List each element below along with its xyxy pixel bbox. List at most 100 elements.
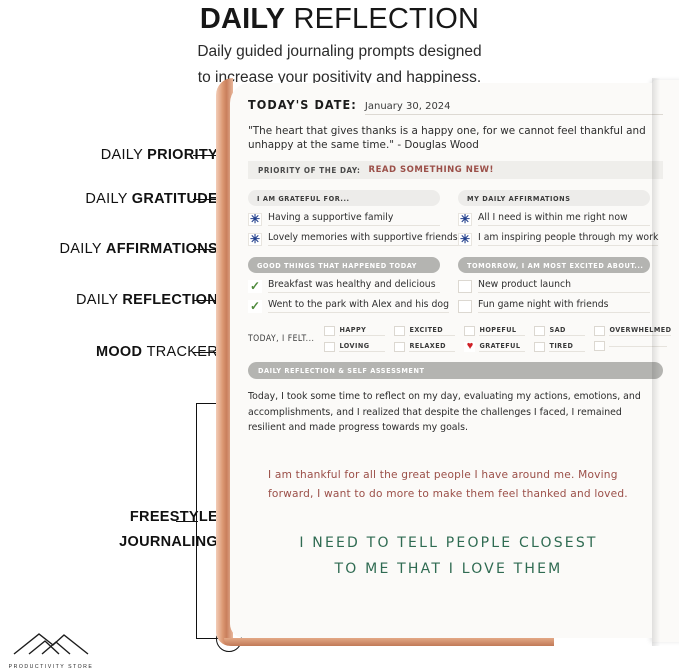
star-icon: ✳ <box>458 212 472 226</box>
good-things-item-0-text: Breakfast was healthy and delicious <box>268 279 440 293</box>
gratitude-item-1-text: Lovely memories with supportive friends <box>268 232 458 246</box>
good-things-item-1-text: Went to the park with Alex and his dog <box>268 299 449 313</box>
mood-label-blank <box>609 345 668 347</box>
book-bottom-edge <box>224 638 554 646</box>
mood-label-prompt: TODAY, I FELT... <box>248 333 315 344</box>
page-gutter-shadow <box>652 78 660 646</box>
callout-bracket-stub <box>176 521 198 522</box>
empty-checkbox-icon[interactable] <box>534 341 546 352</box>
empty-checkbox-icon[interactable] <box>458 299 472 313</box>
callout-leader-gratitude <box>193 199 219 200</box>
mood-column: HAPPY LOVING <box>324 325 386 352</box>
affirmations-header-label: MY DAILY AFFIRMATIONS <box>467 193 571 203</box>
reflection-text[interactable]: Today, I took some time to reflect on my… <box>248 391 641 433</box>
callout-1-light: DAILY <box>85 191 132 207</box>
tomorrow-header-pill: TOMORROW, I AM MOST EXCITED ABOUT... <box>458 257 650 273</box>
mood-column: SAD TIRED <box>534 325 586 352</box>
affirmations-item-0-text: All I need is within me right now <box>478 212 650 226</box>
list-item[interactable]: Fun game night with friends <box>458 299 650 313</box>
mood-option-overwhelmed[interactable]: OVERWHELMED <box>594 325 672 336</box>
mood-option-hopeful[interactable]: HOPEFUL <box>464 325 526 336</box>
callout-label-mood-tracker: MOOD TRACKER <box>96 344 218 360</box>
reflection-header-label: DAILY REFLECTION & SELF ASSESSMENT <box>258 366 425 375</box>
mood-option-blank[interactable] <box>594 341 671 351</box>
gratitude-item-0-text: Having a supportive family <box>268 212 440 226</box>
mood-option-grateful[interactable]: ♥ GRATEFUL <box>464 340 526 352</box>
gratitude-header-label: I AM GRATEFUL FOR... <box>257 193 350 203</box>
mood-option-loving[interactable]: LOVING <box>324 341 386 352</box>
star-icon: ✳ <box>458 232 472 246</box>
empty-checkbox-icon[interactable] <box>594 325 606 336</box>
callout-3-bold: REFLECTION <box>122 292 218 308</box>
callout-4-bold: MOOD <box>95 344 147 360</box>
poster-header: DAILY REFLECTION Daily guided journaling… <box>0 0 679 88</box>
callout-3-light: DAILY <box>75 292 123 308</box>
callout-2-bold: AFFIRMATIONS <box>105 241 218 257</box>
tomorrow-item-0-text: New product launch <box>478 279 650 293</box>
tomorrow-header-label: TOMORROW, I AM MOST EXCITED ABOUT... <box>467 260 644 270</box>
list-item[interactable]: ✓ Breakfast was healthy and delicious <box>248 279 440 293</box>
affirmations-item-1-text: I am inspiring people through my work <box>478 232 659 246</box>
mood-label-happy: HAPPY <box>339 325 386 336</box>
list-item[interactable]: ✳ Lovely memories with supportive friend… <box>248 232 458 246</box>
callout-4-light: TRACKER <box>146 344 218 360</box>
date-label: TODAY'S DATE: <box>248 97 357 112</box>
good-things-header-label: GOOD THINGS THAT HAPPENED TODAY <box>257 260 417 270</box>
quote-text: "The heart that gives thanks is a happy … <box>248 125 646 151</box>
callout-label-daily-priority: DAILY PRIORITY <box>101 147 218 163</box>
mood-option-happy[interactable]: HAPPY <box>324 325 386 336</box>
empty-checkbox-icon[interactable] <box>458 279 472 293</box>
affirmations-header-pill: MY DAILY AFFIRMATIONS <box>458 190 650 206</box>
date-row: TODAY'S DATE: January 30, 2024 <box>248 97 663 115</box>
subtitle-line-2: to increase your positivity and happines… <box>197 69 482 86</box>
callout-2-light: DAILY <box>59 241 106 257</box>
priority-value[interactable]: READ SOMETHING NEW! <box>368 165 494 175</box>
callout-1-bold: GRATITUDE <box>131 191 218 207</box>
mood-column: HOPEFUL ♥ GRATEFUL <box>464 325 526 352</box>
empty-checkbox-icon[interactable] <box>464 325 476 336</box>
tomorrow-column: TOMORROW, I AM MOST EXCITED ABOUT... New… <box>458 257 650 313</box>
star-icon: ✳ <box>248 232 262 246</box>
gratitude-affirmations-columns: I AM GRATEFUL FOR... ✳ Having a supporti… <box>248 190 663 246</box>
reflection-header-pill: DAILY REFLECTION & SELF ASSESSMENT <box>248 362 663 379</box>
priority-label: PRIORITY OF THE DAY: <box>258 165 361 175</box>
goodthings-tomorrow-columns: GOOD THINGS THAT HAPPENED TODAY ✓ Breakf… <box>248 257 663 313</box>
list-item[interactable]: ✳ All I need is within me right now <box>458 212 650 226</box>
mountain-icon <box>13 633 89 655</box>
empty-checkbox-icon[interactable] <box>394 341 406 352</box>
brand-logo: PRODUCTIVITY STORE <box>8 632 94 670</box>
journal-spread: TODAY'S DATE: January 30, 2024 "The hear… <box>216 78 679 646</box>
list-item[interactable]: New product launch <box>458 279 650 293</box>
empty-checkbox-icon[interactable] <box>534 325 546 336</box>
mood-option-tired[interactable]: TIRED <box>534 341 586 352</box>
freestyle-entry-red[interactable]: I am thankful for all the great people I… <box>268 468 628 500</box>
empty-checkbox-icon[interactable] <box>324 325 336 336</box>
priority-band: PRIORITY OF THE DAY: READ SOMETHING NEW! <box>248 161 663 179</box>
check-icon: ✓ <box>248 299 262 313</box>
mood-label-sad: SAD <box>549 325 586 336</box>
callout-label-daily-reflection: DAILY REFLECTION <box>76 292 218 308</box>
empty-checkbox-icon[interactable] <box>324 341 336 352</box>
empty-checkbox-icon[interactable] <box>394 325 406 336</box>
callout-leader-reflection <box>193 300 219 301</box>
list-item[interactable]: ✳ Having a supportive family <box>248 212 440 226</box>
freestyle-green-line-1: I NEED TO TELL PEOPLE CLOSEST <box>299 534 598 551</box>
page-title-light: REFLECTION <box>285 3 480 35</box>
freestyle-entry-green[interactable]: I NEED TO TELL PEOPLE CLOSEST TO ME THAT… <box>248 530 663 582</box>
callout-5-line-2: JOURNALING <box>119 534 218 550</box>
good-things-header-pill: GOOD THINGS THAT HAPPENED TODAY <box>248 257 440 273</box>
heart-icon[interactable]: ♥ <box>464 340 476 352</box>
mood-label-loving: LOVING <box>339 341 386 352</box>
empty-checkbox-icon[interactable] <box>594 341 606 351</box>
list-item[interactable]: ✳ I am inspiring people through my work <box>458 232 659 246</box>
mood-option-excited[interactable]: EXCITED <box>394 325 456 336</box>
check-icon: ✓ <box>248 279 262 293</box>
book-edge-binding <box>216 78 233 646</box>
mood-label-hopeful: HOPEFUL <box>479 325 526 336</box>
gratitude-column: I AM GRATEFUL FOR... ✳ Having a supporti… <box>248 190 458 246</box>
list-item[interactable]: ✓ Went to the park with Alex and his dog <box>248 299 449 313</box>
tomorrow-item-1-text: Fun game night with friends <box>478 299 650 313</box>
date-value[interactable]: January 30, 2024 <box>364 101 663 115</box>
mood-option-relaxed[interactable]: RELAXED <box>394 341 456 352</box>
mood-option-sad[interactable]: SAD <box>534 325 586 336</box>
